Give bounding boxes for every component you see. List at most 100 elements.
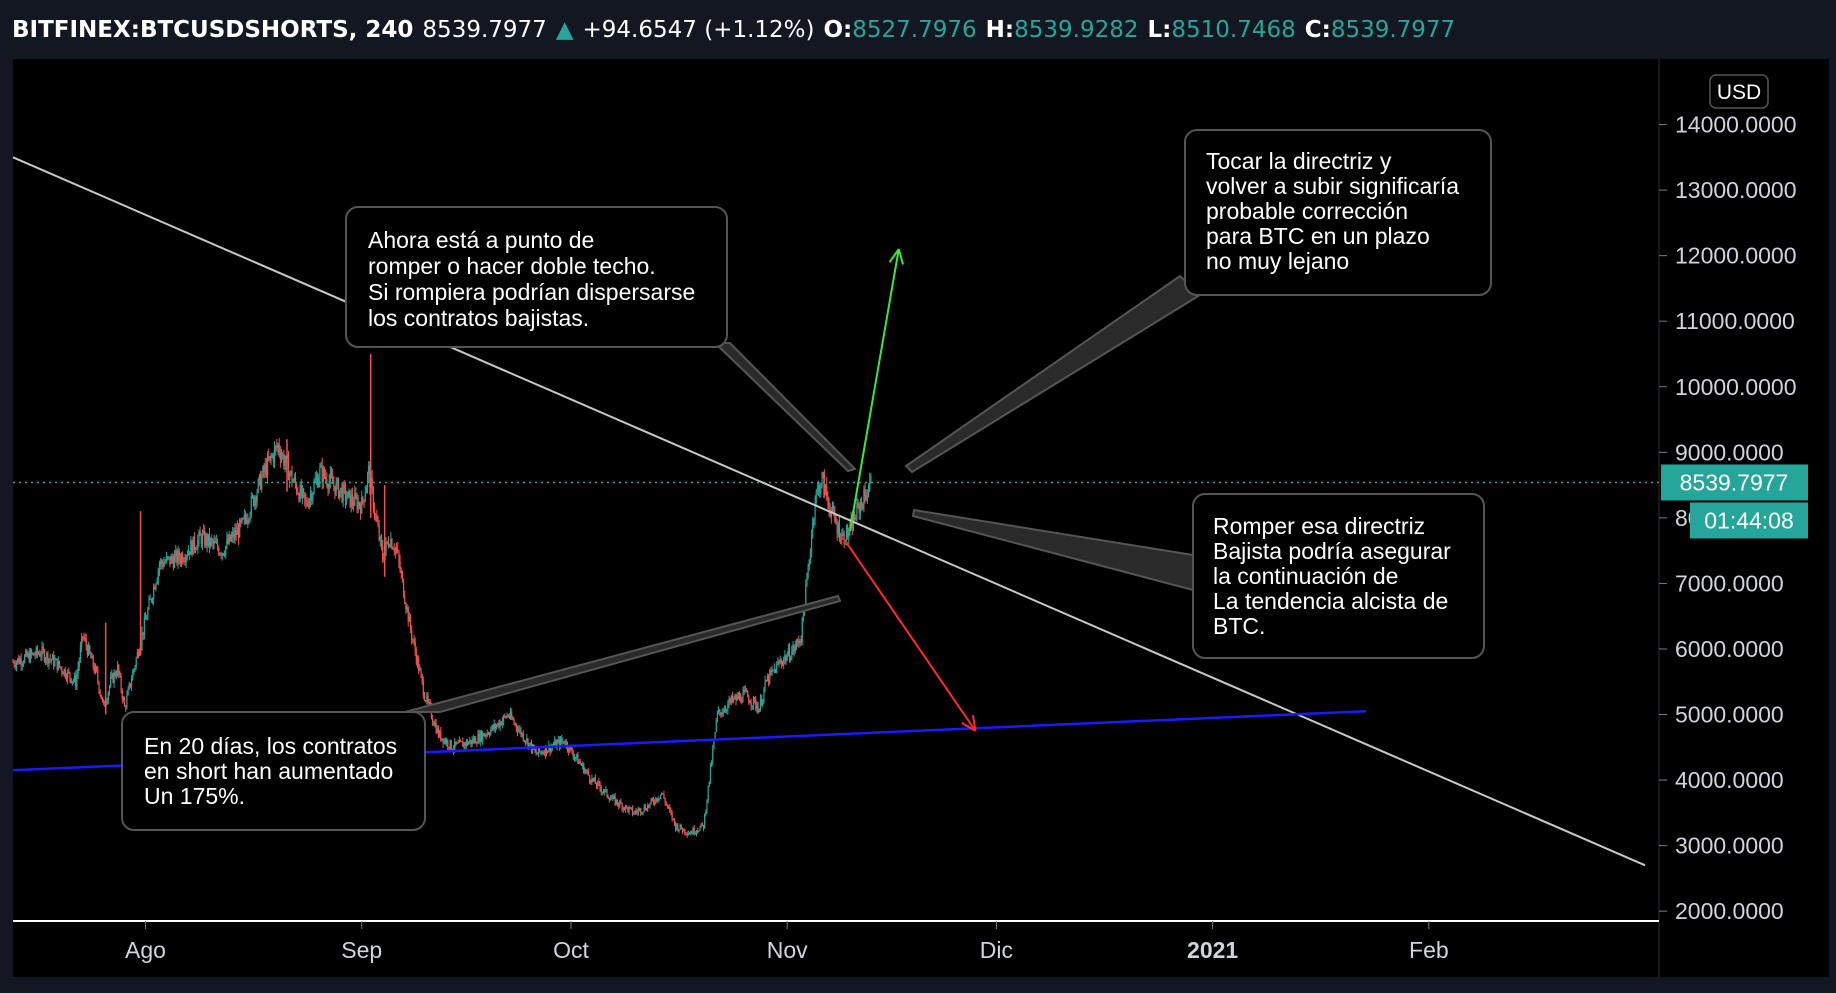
x-tick-label: Nov: [767, 937, 808, 963]
candle-body: [623, 807, 626, 810]
candle-body: [247, 519, 249, 524]
price-series: [12, 353, 872, 838]
candle-body: [387, 542, 390, 547]
candle-body: [831, 505, 834, 511]
candle-body: [427, 695, 429, 702]
candle-body: [598, 781, 600, 784]
candle-body: [495, 725, 498, 729]
green-up-arrow[interactable]: [848, 248, 905, 532]
candle-body: [255, 497, 257, 502]
candle-body: [75, 675, 77, 687]
candle-body: [661, 793, 663, 795]
candle-body: [628, 807, 630, 812]
candle-body: [382, 546, 384, 560]
candle-body: [514, 723, 516, 725]
candle-body: [456, 742, 458, 745]
candle-body: [235, 530, 237, 535]
candle-body: [340, 487, 342, 491]
candle-body: [104, 703, 106, 707]
candle-body: [809, 552, 812, 561]
candle-body: [657, 799, 659, 801]
candle-body: [870, 475, 872, 481]
annotation-1-line-4: los contratos bajistas.: [368, 305, 589, 331]
candle-body: [43, 650, 45, 662]
candle-body: [829, 510, 831, 517]
candle-body: [376, 515, 378, 522]
candle-body: [477, 733, 479, 744]
candle-body: [237, 528, 240, 538]
candle-body: [724, 709, 727, 711]
candle-body: [550, 746, 552, 752]
candle-body: [491, 725, 493, 730]
candle-body: [389, 546, 391, 548]
candle-body: [671, 812, 673, 820]
candle-body: [380, 536, 383, 547]
candle-body: [751, 705, 753, 707]
candle-body: [307, 504, 309, 507]
candle-body: [616, 799, 619, 805]
candle-body: [127, 688, 129, 696]
candle-body: [347, 491, 349, 499]
candle-body: [409, 616, 412, 630]
candle-body: [27, 653, 29, 657]
candle-body: [498, 723, 500, 728]
bearish-trendline[interactable]: [12, 156, 1646, 867]
candle-body: [49, 658, 51, 660]
annotation-2[interactable]: Tocar la directriz y volver a subir sign…: [904, 129, 1492, 474]
candle-body: [250, 496, 252, 515]
candle-body: [855, 518, 857, 520]
candle-body: [143, 618, 145, 635]
candle-body: [394, 548, 397, 552]
countdown-badge-label: 01:44:08: [1704, 507, 1794, 533]
candle-body: [526, 738, 528, 742]
candle-body: [426, 695, 428, 702]
candle-body: [759, 698, 762, 710]
candle-body: [618, 804, 620, 806]
candle-body: [791, 651, 793, 659]
candle-body: [251, 496, 254, 498]
candle-body: [203, 530, 205, 534]
annotation-1[interactable]: Ahora está a punto de romper o hacer dob…: [345, 206, 857, 473]
candle-body: [547, 750, 549, 754]
candle-body: [656, 798, 658, 801]
candle-body: [156, 579, 158, 584]
candle-body: [46, 653, 48, 660]
candle-body: [826, 484, 828, 497]
x-tick-label: Ago: [125, 937, 166, 963]
annotation-4[interactable]: En 20 días, los contratos en short han a…: [121, 594, 842, 831]
candle-body: [303, 488, 305, 493]
candle-body: [609, 798, 612, 801]
candle-body: [47, 653, 49, 664]
candle-body: [786, 655, 788, 661]
currency-badge[interactable]: USD: [1709, 74, 1769, 109]
annotation-3-line-2: Bajista podría asegurar: [1213, 538, 1451, 564]
candle-body: [157, 569, 159, 580]
candle-body: [469, 740, 471, 743]
annotation-2-line-5: no muy lejano: [1206, 248, 1349, 274]
candle-body: [187, 551, 190, 556]
candle-body: [502, 715, 505, 721]
red-down-arrow[interactable]: [842, 536, 977, 732]
candle-body: [799, 640, 801, 644]
x-axis: Ago Sep Oct Nov Dic 2021 Feb: [125, 921, 1449, 963]
candle-body: [561, 738, 563, 742]
candle-body: [794, 646, 796, 652]
candle-body: [315, 477, 317, 481]
candle-body: [278, 444, 280, 453]
candle-body: [212, 540, 214, 544]
candle-body: [314, 480, 316, 483]
candle-body: [371, 477, 373, 489]
candle-body: [44, 659, 47, 662]
currency-badge-label: USD: [1717, 81, 1761, 104]
candle-body: [277, 444, 279, 448]
annotation-1-line-3: Si rompiera podrían dispersarse: [368, 279, 695, 305]
candle-body: [835, 520, 837, 525]
candle-body: [14, 665, 16, 667]
symbol-title[interactable]: BITFINEX:BTCUSDSHORTS, 240: [12, 17, 414, 43]
candle-body: [763, 689, 765, 700]
annotation-3[interactable]: Romper esa directriz Bajista podría aseg…: [911, 493, 1485, 659]
candle-body: [698, 830, 700, 832]
candle-body: [135, 657, 137, 667]
annotation-1-box: [345, 206, 728, 348]
